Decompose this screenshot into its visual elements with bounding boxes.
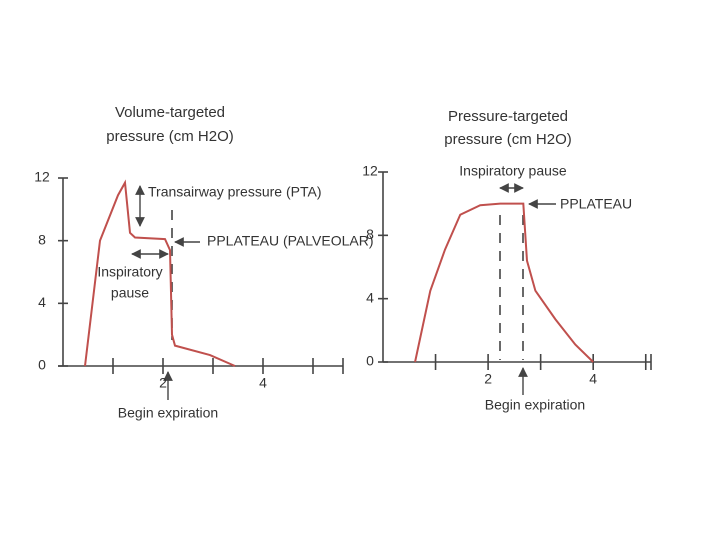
chart-title: Pressure-targeted <box>448 108 568 125</box>
y-tick-label: 12 <box>34 169 50 185</box>
annotation: Inspiratory <box>97 264 162 280</box>
y-tick-label: 0 <box>38 357 46 373</box>
annotation: Transairway pressure (PTA) <box>148 184 321 200</box>
x-tick-label: 4 <box>259 375 267 391</box>
annotation: PPLATEAU (PALVEOLAR) <box>207 233 374 249</box>
y-tick-label: 4 <box>366 289 374 305</box>
chart-title: pressure (cm H2O) <box>106 128 234 145</box>
annotation: PPLATEAU <box>560 196 632 212</box>
chart-title: Volume-targeted <box>115 104 225 121</box>
y-tick-label: 4 <box>38 294 46 310</box>
pressure-curve <box>414 202 594 363</box>
annotation: Begin expiration <box>118 405 218 421</box>
y-tick-label: 8 <box>366 226 374 242</box>
pressure-curve <box>84 179 236 367</box>
x-tick-label: 2 <box>159 375 167 391</box>
chart-title: pressure (cm H2O) <box>444 131 572 148</box>
y-tick-label: 0 <box>366 353 374 369</box>
y-tick-label: 8 <box>38 231 46 247</box>
annotation: pause <box>111 285 149 301</box>
x-tick-label: 4 <box>589 371 597 387</box>
annotation: Begin expiration <box>485 397 585 413</box>
x-tick-label: 2 <box>484 371 492 387</box>
annotation: Inspiratory pause <box>459 163 567 179</box>
y-tick-label: 12 <box>362 163 378 179</box>
